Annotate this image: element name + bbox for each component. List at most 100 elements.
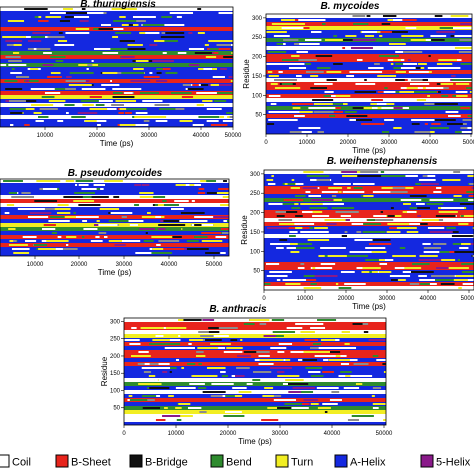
structure-segment xyxy=(158,228,171,230)
residue-band xyxy=(124,374,386,378)
structure-segment xyxy=(64,104,75,106)
structure-segment xyxy=(223,180,227,182)
structure-segment xyxy=(268,95,281,97)
structure-segment xyxy=(297,267,305,269)
structure-segment xyxy=(101,24,111,26)
structure-segment xyxy=(414,91,437,93)
structure-segment xyxy=(38,16,42,18)
residue-band xyxy=(264,198,474,202)
structure-segment xyxy=(352,323,363,325)
structure-segment xyxy=(41,208,57,210)
structure-segment xyxy=(303,287,322,289)
structure-segment xyxy=(178,335,181,337)
structure-segment xyxy=(139,196,154,198)
structure-segment xyxy=(33,112,42,114)
x-tick-label: 0 xyxy=(262,296,266,302)
structure-segment xyxy=(101,84,115,86)
structure-segment xyxy=(264,283,271,285)
structure-segment xyxy=(328,187,343,189)
structure-segment xyxy=(445,171,454,173)
structure-segment xyxy=(279,239,288,241)
residue-band xyxy=(124,402,386,406)
structure-segment xyxy=(451,75,456,77)
structure-segment xyxy=(440,283,455,285)
structure-segment xyxy=(144,252,155,254)
residue-band xyxy=(264,214,474,218)
structure-segment xyxy=(341,39,363,41)
structure-segment xyxy=(429,199,454,201)
structure-segment xyxy=(230,339,238,341)
structure-segment xyxy=(368,239,391,241)
structure-segment xyxy=(151,236,173,238)
structure-segment xyxy=(175,184,186,186)
structure-segment xyxy=(295,183,304,185)
structure-segment xyxy=(97,28,120,30)
structure-segment xyxy=(188,343,192,345)
structure-segment xyxy=(416,203,425,205)
structure-segment xyxy=(297,59,317,61)
structure-segment xyxy=(46,240,69,242)
structure-segment xyxy=(278,343,293,345)
structure-segment xyxy=(241,399,253,401)
legend-item: 5-Helix xyxy=(420,454,471,469)
structure-segment xyxy=(287,383,309,385)
structure-segment xyxy=(432,179,436,181)
x-tick-label: 50000 xyxy=(463,140,474,146)
structure-segment xyxy=(373,215,381,217)
structure-segment xyxy=(387,215,395,217)
structure-segment xyxy=(180,347,184,349)
structure-segment xyxy=(82,104,94,106)
structure-segment xyxy=(193,236,208,238)
structure-segment xyxy=(236,367,250,369)
structure-segment xyxy=(218,327,238,329)
plot-frame xyxy=(123,317,387,426)
structure-segment xyxy=(59,88,76,90)
structure-segment xyxy=(270,243,290,245)
structure-segment xyxy=(148,375,156,377)
structure-segment xyxy=(331,195,337,197)
structure-segment xyxy=(275,379,290,381)
structure-segment xyxy=(343,387,360,389)
structure-segment xyxy=(81,88,106,90)
structure-segment xyxy=(292,63,305,65)
structure-segment xyxy=(71,116,86,118)
structure-segment xyxy=(149,72,153,74)
x-tick-label: 10000 xyxy=(299,140,316,146)
structure-segment xyxy=(93,224,101,226)
structure-segment xyxy=(402,223,421,225)
structure-segment xyxy=(192,124,204,126)
residue-band xyxy=(266,50,472,54)
structure-segment xyxy=(451,79,472,81)
structure-segment xyxy=(108,220,129,222)
structure-segment xyxy=(356,59,363,61)
structure-segment xyxy=(223,351,243,353)
structure-segment xyxy=(145,232,148,234)
structure-segment xyxy=(173,108,185,110)
structure-segment xyxy=(402,19,417,21)
structure-segment xyxy=(297,391,314,393)
structure-segment xyxy=(203,68,212,70)
residue-band xyxy=(0,251,229,255)
structure-segment xyxy=(128,20,146,22)
residue-band xyxy=(0,11,233,15)
structure-segment xyxy=(198,116,220,118)
structure-segment xyxy=(349,359,358,361)
structure-segment xyxy=(157,367,171,369)
structure-segment xyxy=(162,68,171,70)
structure-segment xyxy=(294,195,306,197)
structure-segment xyxy=(135,60,149,62)
structure-segment xyxy=(277,375,300,377)
structure-segment xyxy=(21,192,31,194)
structure-segment xyxy=(244,351,259,353)
structure-segment xyxy=(352,39,376,41)
structure-segment xyxy=(399,247,406,249)
structure-segment xyxy=(417,215,422,217)
structure-segment xyxy=(77,112,98,114)
structure-segment xyxy=(312,343,322,345)
structure-segment xyxy=(338,79,345,81)
structure-segment xyxy=(382,15,397,17)
structure-segment xyxy=(264,387,274,389)
structure-segment xyxy=(310,87,328,89)
structure-segment xyxy=(240,323,255,325)
structure-segment xyxy=(467,279,474,281)
